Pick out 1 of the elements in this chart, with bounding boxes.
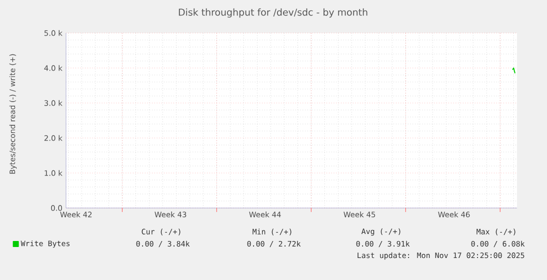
- chart-title: Disk throughput for /dev/sdc - by month: [178, 8, 368, 18]
